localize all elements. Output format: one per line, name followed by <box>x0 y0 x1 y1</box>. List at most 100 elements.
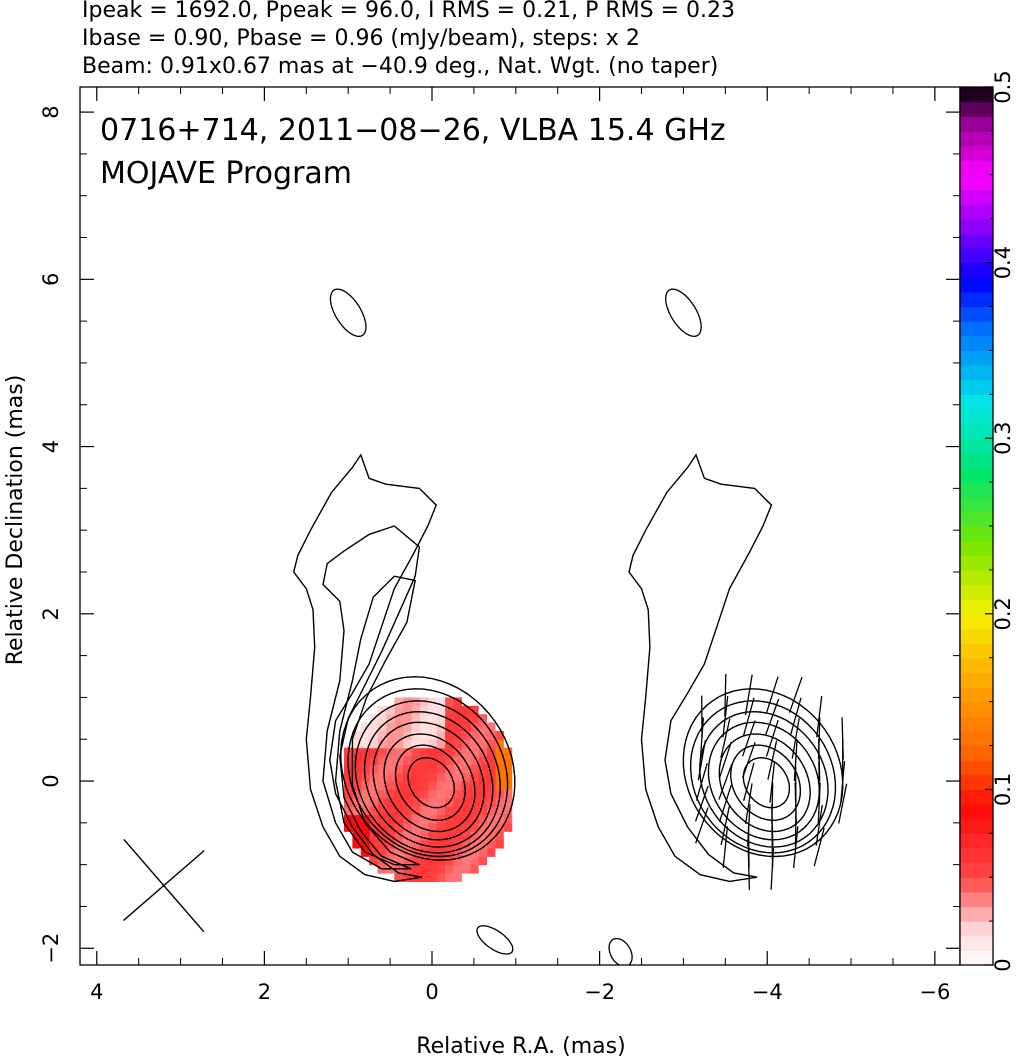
colorbar-swatch <box>960 394 993 410</box>
polarization-pixel <box>385 747 395 757</box>
polarization-pixel <box>436 781 446 790</box>
polarization-pixel <box>402 730 412 740</box>
polarization-pixel <box>419 747 429 757</box>
polarization-pixel <box>469 705 479 715</box>
polarization-pixel <box>494 831 504 841</box>
contour-level <box>372 721 485 841</box>
colorbar-swatch <box>960 145 993 161</box>
polarization-pixel <box>452 755 462 765</box>
polarization-pixel <box>419 781 429 790</box>
polarization-pixel <box>377 755 387 765</box>
polarization-pixel <box>452 873 462 882</box>
polarization-pixel <box>377 781 387 790</box>
polarization-pixel <box>411 714 421 724</box>
polarization-pixel <box>469 806 479 816</box>
polarization-pixel <box>344 806 353 816</box>
beam-marker <box>123 838 205 933</box>
polarization-pixel <box>369 822 379 832</box>
polarization-pixel <box>436 797 446 807</box>
contour-level <box>394 744 466 822</box>
contour-level <box>334 575 420 866</box>
colorbar-swatch <box>960 745 993 761</box>
x-tick-label: 2 <box>258 980 271 1004</box>
evpa-tick <box>699 717 704 760</box>
colorbar-tick-label: 0.2 <box>991 597 1015 630</box>
polarization-pixel <box>419 764 429 774</box>
polarization-pixel <box>352 781 362 790</box>
polarization-pixel <box>436 873 446 882</box>
polarization-pixel <box>503 797 513 807</box>
polarization-pixel <box>427 839 437 849</box>
polarization-pixel <box>402 764 412 774</box>
x-tick-label: 0 <box>425 980 438 1004</box>
evpa-tick <box>744 783 753 824</box>
colorbar-swatch <box>960 833 993 849</box>
polarization-pixel <box>385 755 395 765</box>
polarization-pixel <box>486 764 496 774</box>
evpa-tick <box>720 805 731 846</box>
colorbar: 0 0.1 0.2 0.3 0.4 0.5 <box>959 70 1015 972</box>
polarization-pixel <box>469 739 479 749</box>
polarization-pixel <box>360 822 370 832</box>
polarization-pixel <box>469 856 479 866</box>
evpa-tick <box>722 826 729 868</box>
colorbar-swatch <box>960 321 993 337</box>
polarization-pixel <box>452 814 462 824</box>
polarization-pixel <box>452 864 462 874</box>
polarization-pixel <box>503 755 513 765</box>
polarization-pixel <box>494 730 504 740</box>
polarization-pixel <box>411 789 421 799</box>
colorbar-swatch <box>960 584 993 600</box>
y-tick-label: 6 <box>39 273 63 286</box>
noise-contour <box>476 925 514 955</box>
polarization-pixel <box>452 739 462 749</box>
contour-level <box>347 688 509 858</box>
polarization-pixel <box>377 747 387 757</box>
polarization-pixel <box>494 822 504 832</box>
polarization-pixel <box>444 856 454 866</box>
evpa-tick <box>695 762 708 801</box>
colorbar-swatch <box>960 291 993 308</box>
plot-area: 4 2 0 −2 −4 −6 −2 0 2 4 6 8 <box>39 86 961 1004</box>
polarization-pixel <box>344 772 353 782</box>
polarization-pixel <box>352 789 362 799</box>
polarization-pixel <box>427 747 437 757</box>
polarization-pixel <box>486 839 496 849</box>
colorbar-swatch <box>960 760 993 776</box>
colorbar-swatch <box>960 204 993 220</box>
contour-level <box>407 756 455 809</box>
polarization-pixel <box>503 764 513 774</box>
polarization-pixel <box>402 772 412 782</box>
polarization-pixel <box>402 831 412 841</box>
polarization-pixel <box>419 814 429 824</box>
polarization-pixel <box>436 864 446 874</box>
polarization-pixel <box>486 722 496 732</box>
polarization-pixel <box>461 831 471 841</box>
polarization-pixel <box>444 722 454 732</box>
polarization-pixel <box>427 705 437 715</box>
polarization-pixel <box>385 781 395 790</box>
polarization-pixel <box>478 856 488 866</box>
polarization-pixel <box>377 772 387 782</box>
y-tick-label: 4 <box>39 440 63 453</box>
polarization-pixel <box>486 755 496 765</box>
evpa-tick <box>718 741 732 779</box>
contour-level <box>292 453 438 883</box>
polarization-pixel <box>352 831 362 841</box>
polarization-pixel <box>452 856 462 866</box>
polarization-pixel <box>402 739 412 749</box>
evpa-tick <box>769 761 776 803</box>
polarization-pixel <box>436 839 446 849</box>
colorbar-swatch <box>960 804 993 820</box>
polarization-pixel <box>411 814 421 824</box>
colorbar-swatch <box>960 496 993 512</box>
colorbar-swatch <box>960 423 993 439</box>
polarization-pixel <box>444 730 454 740</box>
polarization-pixel <box>494 764 504 774</box>
polarization-pixel <box>352 822 362 832</box>
colorbar-swatch <box>960 247 993 264</box>
polarization-pixel <box>394 822 404 832</box>
polarization-pixel <box>461 822 471 832</box>
polarization-pixel <box>427 831 437 841</box>
evpa-tick <box>742 697 755 736</box>
